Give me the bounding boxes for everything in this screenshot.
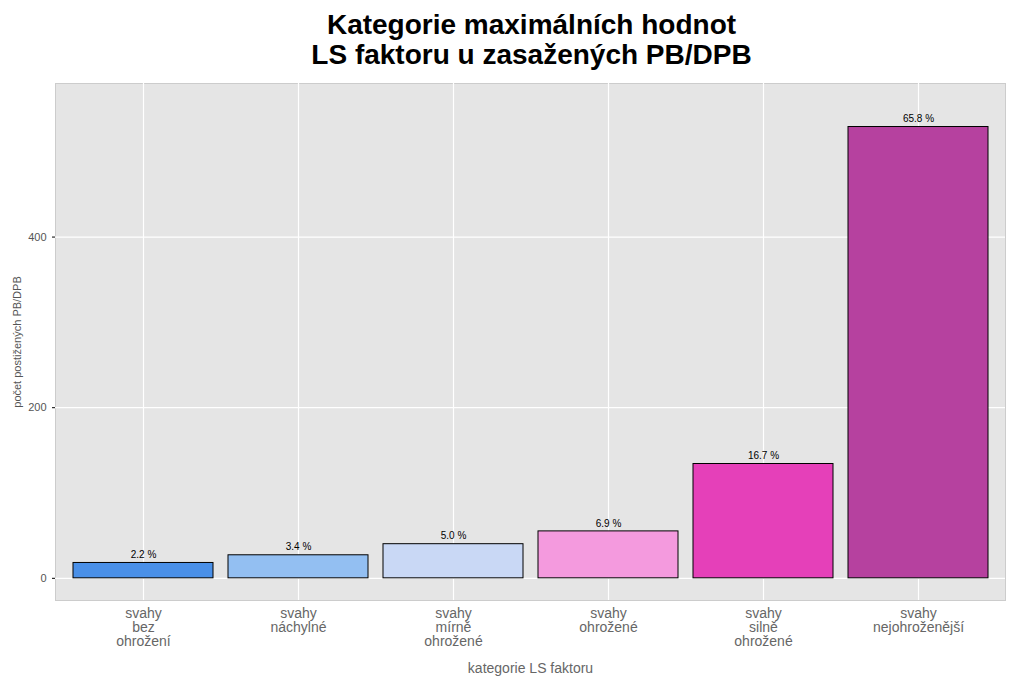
svg-text:svahynáchylné: svahynáchylné: [270, 605, 326, 635]
svg-text:400: 400: [28, 231, 46, 243]
html-text:Kategorie maximálních hodnot L: Kategorie maximálních hodnot LS faktoru …: [311, 9, 752, 70]
svg-text:0: 0: [40, 572, 46, 584]
svg-text:5.0 %: 5.0 %: [441, 530, 467, 541]
svg-text:svahymírněohrožené: svahymírněohrožené: [424, 605, 483, 649]
svg-text:16.7 %: 16.7 %: [748, 450, 779, 461]
svg-text:svahysilněohrožené: svahysilněohrožené: [734, 605, 793, 649]
svg-text:3.4 %: 3.4 %: [286, 541, 312, 552]
svg-text:svahynejohroženější: svahynejohroženější: [873, 605, 964, 635]
svg-text:65.8 %: 65.8 %: [903, 113, 934, 124]
svg-text:2.2 %: 2.2 %: [131, 549, 157, 560]
svg-text:svahyohrožené: svahyohrožené: [579, 605, 638, 635]
svg-text:kategorie LS faktoru: kategorie LS faktoru: [468, 660, 593, 676]
svg-text:200: 200: [28, 401, 46, 413]
svg-text:počet postižených PB/DPB: počet postižených PB/DPB: [11, 276, 23, 407]
svg-text:svahybezohrožení: svahybezohrožení: [116, 605, 171, 649]
svg-text:6.9 %: 6.9 %: [596, 518, 622, 529]
